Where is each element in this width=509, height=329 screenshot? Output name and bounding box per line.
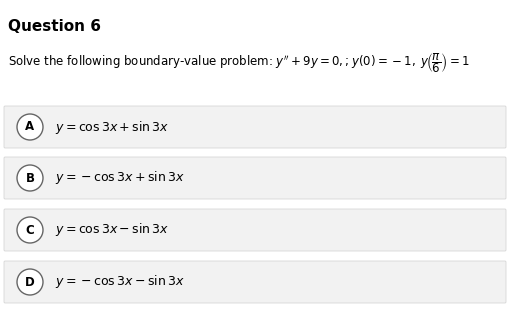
- Circle shape: [17, 114, 43, 140]
- Text: $y=\cos 3x-\sin 3x$: $y=\cos 3x-\sin 3x$: [55, 221, 169, 239]
- Text: $y=\cos 3x+\sin 3x$: $y=\cos 3x+\sin 3x$: [55, 118, 169, 136]
- Text: C: C: [25, 223, 34, 237]
- FancyBboxPatch shape: [4, 209, 505, 251]
- Text: B: B: [25, 171, 35, 185]
- Circle shape: [17, 217, 43, 243]
- Text: Solve the following boundary-value problem: $y''+9y=0,$$;y(0)=-1,\ y\!\left(\dfr: Solve the following boundary-value probl…: [8, 51, 469, 75]
- Text: D: D: [25, 275, 35, 289]
- Text: $y=-\cos 3x+\sin 3x$: $y=-\cos 3x+\sin 3x$: [55, 169, 184, 187]
- FancyBboxPatch shape: [4, 106, 505, 148]
- Circle shape: [17, 269, 43, 295]
- Text: Question 6: Question 6: [8, 19, 101, 34]
- Text: $y=-\cos 3x-\sin 3x$: $y=-\cos 3x-\sin 3x$: [55, 273, 184, 291]
- Circle shape: [17, 165, 43, 191]
- FancyBboxPatch shape: [4, 157, 505, 199]
- Text: A: A: [25, 120, 35, 134]
- FancyBboxPatch shape: [4, 261, 505, 303]
